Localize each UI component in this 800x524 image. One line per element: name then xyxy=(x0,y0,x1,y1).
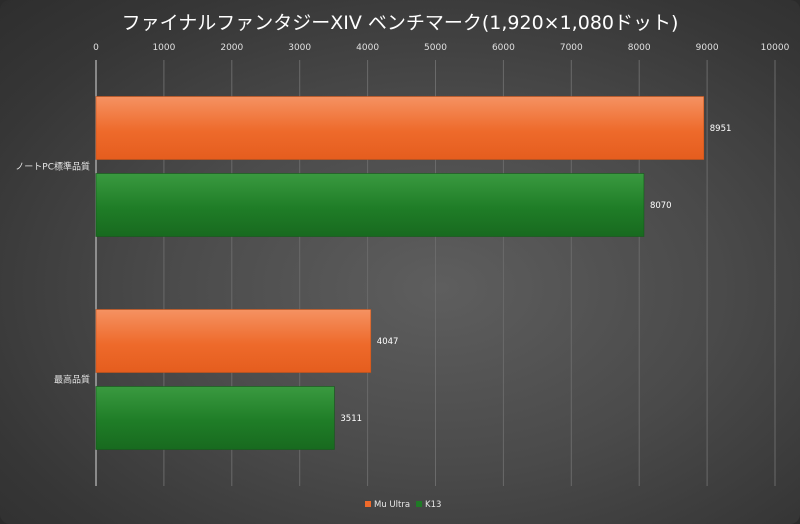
bars xyxy=(95,96,705,450)
legend-swatch xyxy=(416,501,423,507)
data-label: 8951 xyxy=(710,124,732,134)
bar-k13 xyxy=(95,386,335,450)
category-label: ノートPC標準品質 xyxy=(15,161,90,173)
x-tick-label: 8000 xyxy=(628,43,651,53)
legend-swatch xyxy=(365,501,371,507)
data-labels: 8951 8070 4047 3511 xyxy=(340,124,731,424)
x-tick-label: 5000 xyxy=(424,43,447,53)
legend-label: K13 xyxy=(425,500,441,510)
data-label: 4047 xyxy=(377,337,399,347)
bar-k13 xyxy=(95,173,645,237)
x-tick-label: 9000 xyxy=(696,43,719,53)
data-label: 3511 xyxy=(340,414,362,424)
legend-label: Mu Ultra xyxy=(374,500,410,510)
legend: Mu Ultra K13 xyxy=(365,500,441,510)
chart-title: ファイナルファンタジーXIV ベンチマーク(1,920×1,080ドット) xyxy=(122,12,679,34)
data-label: 8070 xyxy=(650,201,672,211)
x-tick-label: 7000 xyxy=(560,43,583,53)
x-tick-label: 2000 xyxy=(220,43,243,53)
x-tick-label: 4000 xyxy=(356,43,379,53)
x-axis-tick-labels: 0 1000 2000 3000 4000 5000 6000 7000 8000 9000 100… xyxy=(93,43,789,53)
x-tick-label: 3000 xyxy=(288,43,311,53)
category-label: 最高品質 xyxy=(54,374,90,386)
bar-mu-ultra xyxy=(95,309,372,373)
x-tick-label: 1000 xyxy=(152,43,175,53)
x-tick-label: 10000 xyxy=(761,43,790,53)
bar-mu-ultra xyxy=(95,96,705,160)
x-tick-label: 6000 xyxy=(492,43,515,53)
x-tick-label: 0 xyxy=(93,43,99,53)
